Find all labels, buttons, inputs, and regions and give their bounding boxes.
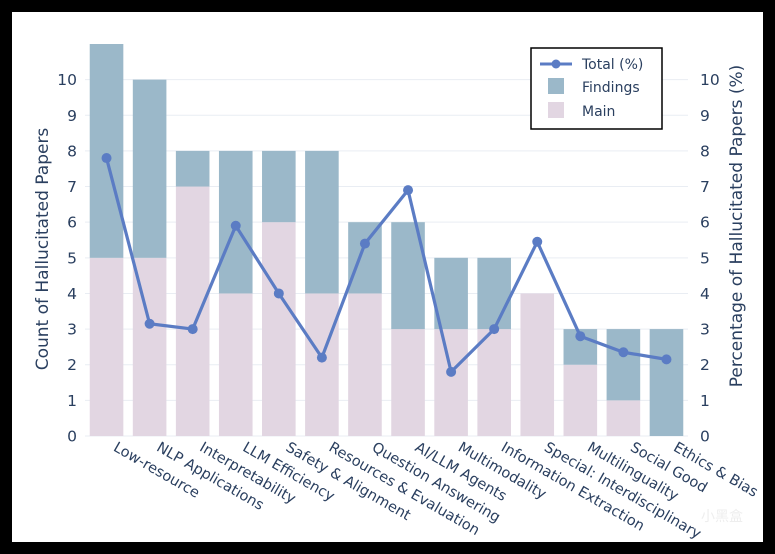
- line-series: [101, 153, 672, 377]
- y-tick-label-left: 2: [67, 356, 77, 374]
- bar-findings: [348, 222, 382, 294]
- gridlines: [85, 79, 688, 437]
- bar-main: [218, 293, 253, 436]
- total-percent-point: [489, 324, 500, 335]
- y-axis-right-title: Percentage of Hallucitated Papers (%): [727, 65, 747, 388]
- bar-findings: [477, 257, 511, 330]
- bar-findings: [132, 79, 167, 258]
- y-axis-left-title: Count of Hallucitated Papers: [33, 128, 53, 371]
- hallucinated-papers-chart: 0 1 2 3 4 5 6 7 8 9 10 0 1 2 3 4 5 6 7 8 9 10 Low-resourceNL…: [33, 44, 761, 542]
- legend-swatch-main: [548, 102, 564, 118]
- bar-main: [391, 329, 425, 436]
- bar-series: [89, 44, 684, 436]
- total-percent-point: [101, 153, 112, 164]
- y-tick-label-left: 6: [67, 214, 77, 232]
- bar-findings: [89, 44, 124, 258]
- y-tick-label-right: 1: [700, 392, 710, 410]
- bar-main: [175, 186, 210, 436]
- legend-label-findings: Findings: [582, 80, 640, 96]
- bar-main: [132, 257, 167, 436]
- bar-main: [348, 293, 382, 436]
- total-percent-point: [144, 318, 155, 329]
- bar-main: [563, 364, 598, 436]
- y-tick-label-left: 0: [67, 428, 77, 446]
- y-tick-label-left: 4: [67, 285, 77, 303]
- y-tick-label-right: 10: [700, 71, 720, 89]
- bar-findings: [175, 150, 210, 187]
- y-tick-label-left: 3: [67, 321, 77, 339]
- bar-findings: [305, 150, 339, 294]
- y-tick-label-right: 9: [700, 107, 710, 125]
- y-tick-label-left: 5: [67, 249, 77, 267]
- y-tick-label-left: 7: [67, 178, 77, 196]
- y-tick-label-right: 6: [700, 214, 710, 232]
- total-percent-point: [618, 347, 629, 358]
- y-tick-label-left: 10: [57, 71, 77, 89]
- total-percent-point: [273, 288, 284, 299]
- bar-main: [606, 400, 641, 436]
- bar-findings: [262, 150, 296, 223]
- y-tick-label-right: 0: [700, 428, 710, 446]
- bar-findings: [434, 257, 468, 330]
- bar-findings: [606, 329, 641, 401]
- y-tick-label-right: 5: [700, 249, 710, 267]
- bar-main: [434, 329, 468, 436]
- y-tick-label-right: 4: [700, 285, 710, 303]
- watermark: 小黑盒: [701, 509, 743, 525]
- legend-marker-swatch: [551, 59, 561, 69]
- bar-findings: [649, 329, 684, 436]
- total-percent-point: [359, 238, 370, 249]
- total-percent-point: [661, 354, 672, 365]
- y-tick-label-left: 1: [67, 392, 77, 410]
- total-percent-point: [575, 331, 586, 342]
- y-axis-right-ticks: 0 1 2 3 4 5 6 7 8 9 10: [700, 71, 720, 445]
- y-axis-left-ticks: 0 1 2 3 4 5 6 7 8 9 10: [57, 71, 77, 445]
- y-tick-label-right: 2: [700, 356, 710, 374]
- total-percent-point: [446, 366, 457, 377]
- bar-main: [89, 257, 124, 436]
- y-tick-label-left: 9: [67, 107, 77, 125]
- legend-label-main: Main: [582, 104, 615, 120]
- y-tick-label-right: 7: [700, 178, 710, 196]
- total-percent-point: [532, 236, 543, 247]
- chart-canvas: 0 1 2 3 4 5 6 7 8 9 10 0 1 2 3 4 5 6 7 8 9 10 Low-resource NL…: [12, 12, 763, 542]
- bar-main: [262, 222, 296, 436]
- y-tick-label-right: 3: [700, 321, 710, 339]
- total-percent-line: [104, 157, 667, 374]
- total-percent-point: [316, 352, 327, 363]
- bar-main: [305, 293, 339, 436]
- total-percent-point: [230, 220, 241, 231]
- bar-main: [520, 293, 555, 436]
- legend: Total (%) Findings Main: [530, 47, 663, 130]
- total-percent-point: [187, 324, 198, 335]
- legend-label-total: Total (%): [581, 57, 643, 73]
- bar-main: [477, 329, 511, 436]
- y-tick-label-left: 8: [67, 142, 77, 160]
- y-tick-label-right: 8: [700, 142, 710, 160]
- total-percent-point: [403, 185, 414, 196]
- legend-swatch-findings: [548, 78, 564, 94]
